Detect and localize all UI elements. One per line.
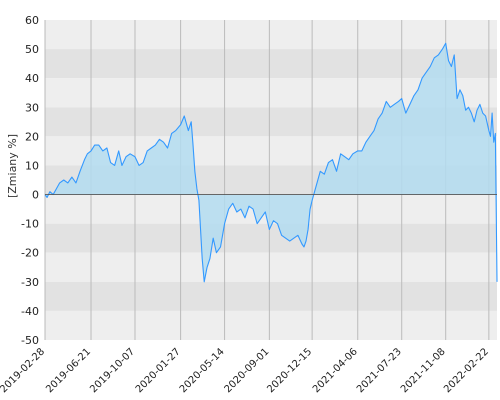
grid-band <box>45 49 497 79</box>
y-tick-label: 50 <box>25 43 39 56</box>
area-series <box>44 42 498 283</box>
series-line <box>44 42 498 283</box>
x-tick-label: 2020-12-15 <box>265 346 314 395</box>
x-tick-label: 2021-04-06 <box>311 346 360 395</box>
y-tick-label: -10 <box>21 218 39 231</box>
y-tick-label: -50 <box>21 334 39 347</box>
y-tick-label: 30 <box>25 101 39 114</box>
x-tick-label: 2020-05-14 <box>178 346 227 395</box>
series-area-fill <box>45 43 497 282</box>
y-tick-label: 40 <box>25 72 39 85</box>
y-tick-label: -40 <box>21 305 39 318</box>
grid-band <box>45 252 497 282</box>
x-tick-label: 2019-02-28 <box>0 346 47 395</box>
y-tick-label: -30 <box>21 276 39 289</box>
x-tick-label: 2019-06-21 <box>44 346 93 395</box>
grid-band <box>45 20 497 50</box>
x-tick-label: 2020-09-01 <box>223 346 272 395</box>
x-tick-label: 2021-11-08 <box>399 346 448 395</box>
x-tick-label: 2021-07-23 <box>355 346 404 395</box>
grid-band <box>45 310 497 340</box>
x-axis-ticks: 2019-02-282019-06-212019-10-072020-01-27… <box>0 346 491 395</box>
grid-band <box>45 281 497 311</box>
x-tick-label: 2022-02-22 <box>442 346 491 395</box>
y-tick-label: 60 <box>25 14 39 27</box>
x-tick-label: 2019-10-07 <box>88 346 137 395</box>
x-tick-label: 2020-01-27 <box>134 346 183 395</box>
y-axis-ticks: 60 50 40 30 20 10 0 -10 -20 -30 -40 -50 <box>21 14 39 347</box>
grid-band <box>45 223 497 253</box>
y-tick-label: -20 <box>21 247 39 260</box>
y-tick-label: 10 <box>25 159 39 172</box>
y-tick-label: 0 <box>32 189 39 202</box>
y-axis-label: [Zmiany %] <box>6 134 19 198</box>
y-tick-label: 20 <box>25 130 39 143</box>
